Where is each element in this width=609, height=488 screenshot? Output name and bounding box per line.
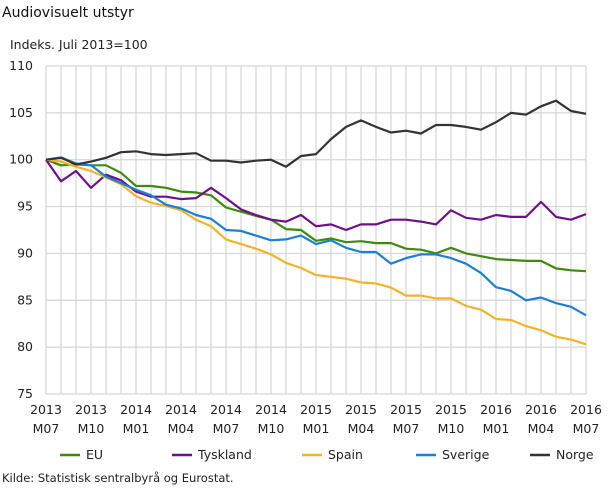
series-line-sverige [45, 156, 587, 317]
x-tick-year: 2014 [120, 402, 152, 417]
legend-label: EU [86, 447, 103, 462]
x-tick-year: 2013 [75, 402, 107, 417]
x-tick-month: M01 [123, 421, 150, 436]
x-tick-year: 2014 [210, 402, 242, 417]
x-tick-year: 2015 [300, 402, 332, 417]
x-tick-year: 2014 [165, 402, 197, 417]
x-tick-year: 2016 [570, 402, 602, 417]
x-tick-year: 2015 [390, 402, 422, 417]
y-tick-label: 110 [9, 58, 33, 73]
y-tick-label: 80 [17, 339, 33, 354]
legend-label: Spain [328, 447, 363, 462]
x-tick-month: M10 [438, 421, 465, 436]
x-tick-year: 2013 [30, 402, 62, 417]
chart-title: Audiovisuelt utstyr [2, 5, 134, 21]
y-tick-label: 75 [17, 386, 33, 401]
legend-label: Tyskland [197, 447, 252, 462]
y-tick-label: 85 [17, 292, 33, 307]
legend-label: Norge [556, 447, 594, 462]
x-tick-month: M04 [348, 421, 375, 436]
series-line-spain [45, 158, 587, 346]
x-tick-month: M10 [258, 421, 285, 436]
series-line-eu [45, 158, 587, 273]
y-tick-label: 95 [17, 199, 33, 214]
y-tick-label: 90 [17, 245, 33, 260]
x-tick-month: M01 [483, 421, 510, 436]
x-tick-year: 2016 [525, 402, 557, 417]
series-line-norge [45, 99, 587, 168]
x-tick-month: M07 [33, 421, 60, 436]
x-tick-year: 2015 [435, 402, 467, 417]
y-tick-label: 105 [9, 105, 33, 120]
x-tick-month: M01 [303, 421, 330, 436]
x-tick-month: M04 [528, 421, 555, 436]
series-line-tyskland [45, 159, 587, 232]
x-tick-year: 2015 [345, 402, 377, 417]
x-tick-year: 2014 [255, 402, 287, 417]
source-note: Kilde: Statistisk sentralbyrå og Eurosta… [2, 471, 234, 485]
y-axis-label: Indeks. Juli 2013=100 [10, 37, 148, 52]
x-tick-month: M10 [78, 421, 105, 436]
x-tick-month: M07 [393, 421, 420, 436]
x-tick-month: M07 [573, 421, 600, 436]
x-tick-year: 2016 [480, 402, 512, 417]
legend-label: Sverige [442, 447, 490, 462]
x-tick-month: M04 [168, 421, 195, 436]
x-tick-month: M07 [213, 421, 240, 436]
y-tick-label: 100 [9, 152, 33, 167]
